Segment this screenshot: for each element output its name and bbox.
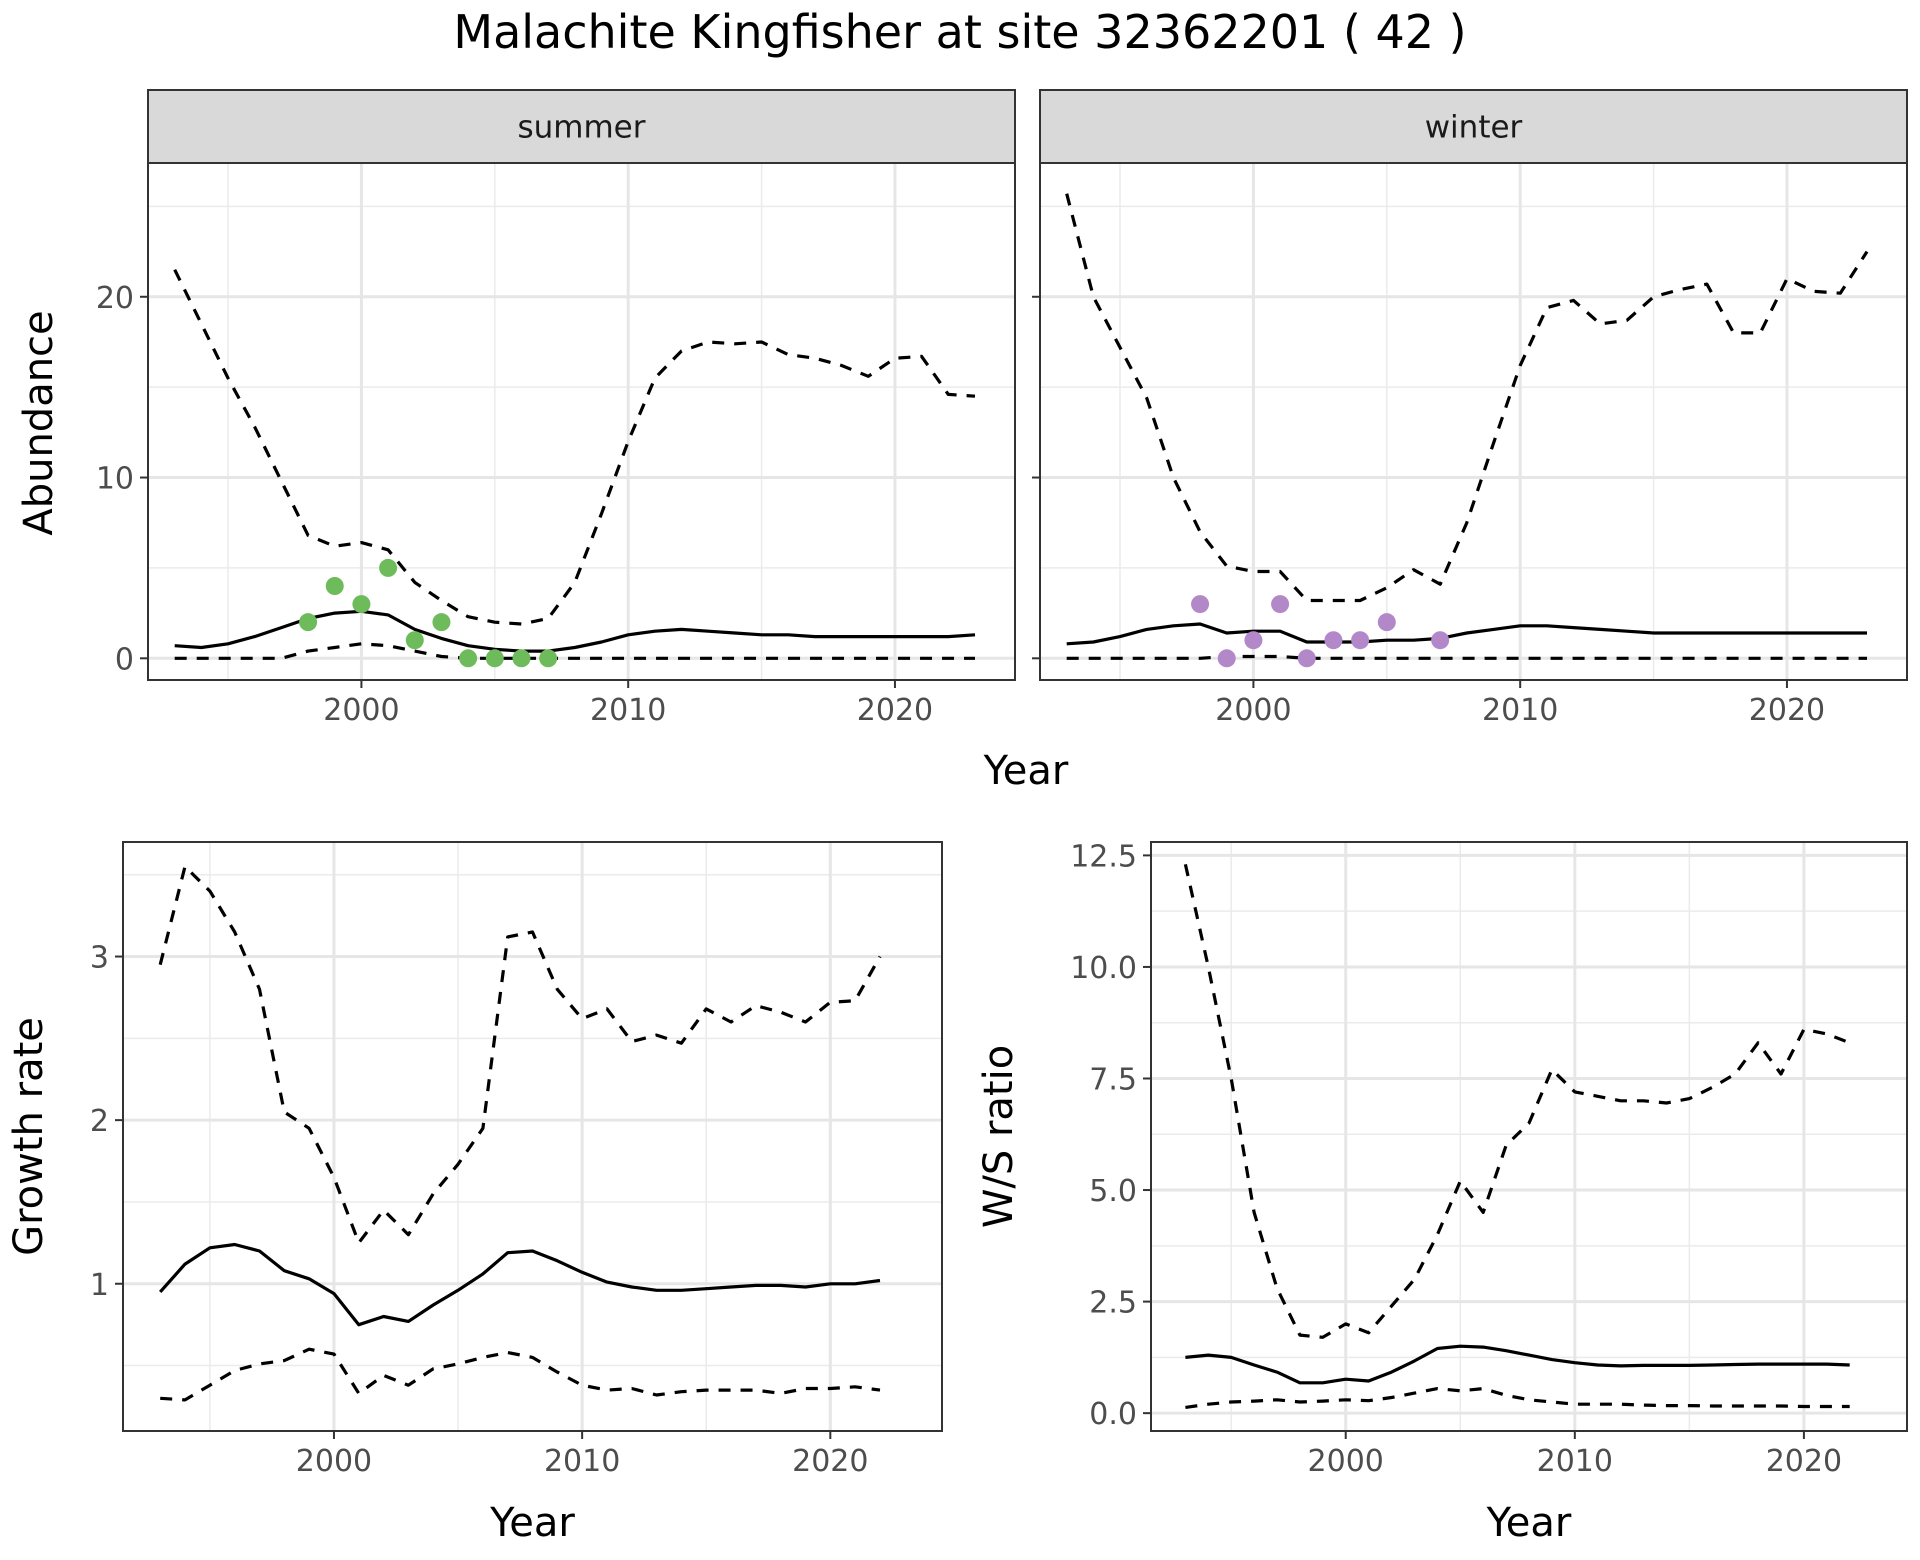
data-point: [432, 613, 451, 632]
x-tick-label: 2000: [1308, 1444, 1384, 1479]
series-line-solid-0: [1185, 1344, 1850, 1385]
x-tick-label: 2010: [544, 1444, 620, 1479]
x-tick-label: 2010: [1482, 693, 1558, 728]
y-axis-title: W/S ratio: [976, 1045, 1022, 1228]
x-tick-label: 2000: [296, 1444, 372, 1479]
data-point: [1351, 631, 1370, 650]
data-point: [512, 649, 531, 668]
y-tick-label: 10.0: [1070, 951, 1137, 986]
y-tick-label: 5.0: [1089, 1174, 1137, 1209]
y-tick-label: 0.0: [1089, 1397, 1137, 1432]
series-line-solid-0: [1066, 622, 1867, 646]
facet-strip-label: winter: [1425, 110, 1523, 146]
data-point: [485, 649, 504, 668]
data-point: [1297, 649, 1316, 668]
data-point: [1191, 595, 1210, 614]
y-axis-title: Growth rate: [6, 1017, 52, 1256]
x-tick-label: 2020: [857, 693, 933, 728]
x-tick-label: 2010: [590, 693, 666, 728]
x-axis-title: Year: [1486, 1500, 1572, 1546]
series-line-solid-0: [159, 1242, 881, 1327]
plot-background: [1151, 842, 1907, 1431]
x-tick-label: 2020: [1766, 1444, 1842, 1479]
data-point: [405, 631, 424, 650]
y-tick-label: 1: [90, 1268, 109, 1303]
series-line-dashed-1: [1183, 863, 1851, 1339]
y-tick-label: 3: [90, 941, 109, 976]
data-point: [539, 649, 558, 668]
data-point: [1271, 595, 1290, 614]
data-point: [1431, 631, 1450, 650]
panel-abundance-summer: summer 2000 2010 2020 0 10 20: [96, 89, 1016, 728]
panel-abundance-winter: winter 2000 2010 2020: [1032, 89, 1908, 728]
data-point: [299, 613, 318, 632]
panel-growth-rate: 2000 2010 2020 1 2 3 Year Growth rate: [6, 841, 943, 1546]
facet-strip: [147, 89, 1016, 164]
data-point: [325, 577, 344, 595]
y-tick-label: 20: [96, 281, 134, 316]
x-tick-label: 2000: [1215, 693, 1291, 728]
y-tick-label: 12.5: [1070, 839, 1137, 874]
y-tick-label: 10: [96, 462, 134, 497]
panel-border: [122, 841, 943, 1432]
y-tick-label: 2.5: [1089, 1286, 1137, 1321]
plot-background: [123, 842, 942, 1431]
x-tick-label: 2020: [1749, 693, 1825, 728]
facet-strip-label: summer: [517, 110, 645, 146]
x-tick-label: 2020: [792, 1444, 868, 1479]
plot-background: [148, 163, 1015, 680]
x-axis-title: Year: [489, 1500, 575, 1546]
data-point: [1244, 631, 1263, 650]
series-line-dashed-1: [1065, 193, 1869, 603]
series-line-dashed-2: [174, 642, 975, 660]
data-point: [1377, 613, 1396, 632]
data-point: [459, 649, 478, 668]
shared-y-axis-title: Abundance: [16, 310, 62, 535]
figure-title: Malachite Kingfisher at site 32362201 ( …: [453, 5, 1466, 59]
y-tick-label: 7.5: [1089, 1062, 1137, 1097]
x-tick-label: 2010: [1537, 1444, 1613, 1479]
series-line-dashed-2: [1066, 654, 1867, 660]
data-point: [1324, 631, 1343, 650]
panel-ws-ratio: 2000 2010 2020 0.0 2.5 5.0 7.5 10.0 12.5 Year W/S …: [976, 839, 1908, 1546]
x-tick-label: 2000: [323, 693, 399, 728]
data-point: [352, 595, 371, 614]
data-point: [1217, 649, 1236, 668]
plot-background: [1040, 163, 1907, 680]
series-line-dashed-2: [1185, 1386, 1850, 1409]
y-tick-label: 0: [115, 642, 134, 677]
panel-border: [1150, 841, 1908, 1432]
y-tick-label: 2: [90, 1104, 109, 1139]
data-point: [379, 558, 398, 577]
facet-strip: [1039, 89, 1908, 164]
series-line-dashed-1: [173, 268, 976, 626]
shared-x-axis-title: Year: [983, 748, 1069, 794]
